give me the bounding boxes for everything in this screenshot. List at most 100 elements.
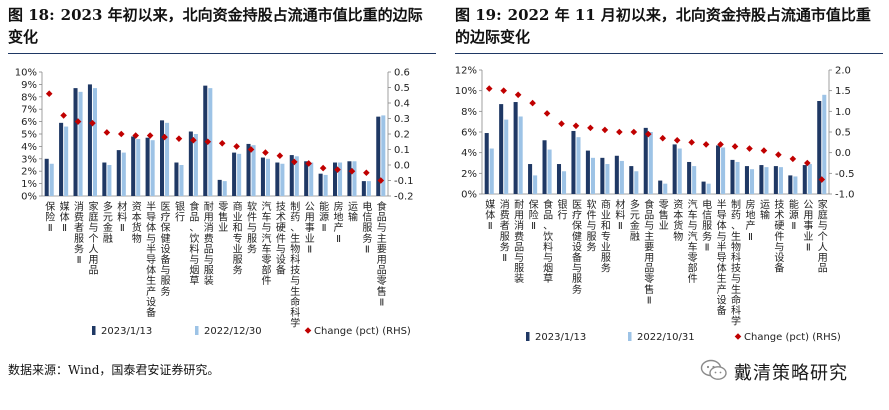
bar-series-old — [677, 148, 682, 194]
category-label: 商业和专业服务 — [601, 198, 611, 275]
bar-series-old — [338, 162, 343, 196]
change-marker — [543, 110, 551, 117]
y-tick-label: 8% — [21, 92, 37, 103]
left-chart-title: 图 18: 2023 年初以来，北向资金持股占流通市值比重的边际变化 — [8, 4, 436, 48]
category-label: 媒体 Ⅱ — [485, 199, 495, 232]
bar-series-old — [237, 153, 242, 196]
bar-series-old — [692, 166, 697, 194]
bar-series-old — [193, 134, 198, 196]
bar-series-old — [605, 164, 610, 194]
change-marker — [233, 143, 240, 150]
category-label: 食品、饮料与烟草 — [189, 200, 199, 287]
change-marker — [276, 152, 284, 159]
legend-swatch — [304, 327, 312, 334]
bar-series-old — [706, 183, 711, 194]
bar-series-old — [107, 165, 112, 196]
bar-series-new — [614, 155, 619, 194]
change-marker — [45, 90, 53, 97]
bar-series-new — [672, 144, 677, 194]
legend-label: 2023/1/13 — [101, 326, 152, 337]
category-label: 制药、生物科技与生命科学 — [731, 198, 741, 328]
bar-series-new — [145, 137, 150, 196]
y-right-tick-label: 0.4 — [394, 99, 410, 110]
bar-series-new — [376, 116, 381, 196]
bar-series-new — [542, 140, 547, 194]
right-title-rule — [455, 53, 883, 54]
category-label: 耐用消费品与服装 — [204, 200, 214, 287]
change-marker — [377, 177, 385, 184]
left-figure-number: 图 18: — [8, 6, 55, 24]
y-right-tick-label: 0.5 — [394, 83, 410, 94]
y-tick-label: 2% — [21, 167, 37, 178]
bar-series-new — [744, 166, 749, 194]
bar-series-old — [533, 175, 538, 194]
change-marker — [500, 87, 507, 94]
bar-series-new — [658, 180, 663, 194]
category-label: 零售业 — [218, 201, 228, 234]
bar-series-new — [131, 136, 136, 196]
bar-series-old — [92, 88, 97, 196]
bar-series-old — [64, 126, 69, 196]
change-marker — [319, 164, 327, 172]
y-right-tick-label: 2.0 — [835, 66, 851, 77]
right-chart-title: 图 19: 2022 年 11 月初以来，北向资金持股占流通市值比重的边际变化 — [455, 4, 883, 48]
category-label: 媒体 Ⅱ — [60, 201, 70, 234]
category-label: 银行 — [558, 198, 568, 222]
bar-series-new — [333, 162, 338, 196]
change-marker — [117, 130, 125, 138]
change-marker — [558, 120, 565, 128]
category-label: 电信服务 Ⅱ — [702, 198, 712, 253]
left-title-text: 2023 年初以来，北向资金持股占流通市值比重的边际变化 — [8, 6, 423, 46]
bar-series-old — [648, 132, 653, 194]
legend-label: Change (pct) (RHS) — [314, 326, 411, 337]
y-right-tick-label: -0.1 — [394, 176, 414, 187]
bar-series-old — [576, 137, 581, 194]
y-tick-label: 1% — [21, 179, 37, 190]
bar-series-new — [188, 131, 193, 196]
change-marker — [290, 158, 298, 166]
change-marker — [760, 147, 768, 154]
bar-series-new — [289, 155, 294, 196]
bar-series-old — [778, 167, 783, 194]
y-right-tick-label: 0.5 — [835, 128, 851, 139]
y-tick-label: 6% — [461, 128, 477, 139]
category-label: 半导体与半导体生产设备 — [717, 198, 727, 317]
legend-label: 2022/10/31 — [637, 332, 695, 343]
y-tick-label: 0% — [461, 190, 477, 201]
category-label: 材料 Ⅱ — [615, 198, 625, 232]
bar-series-new — [203, 85, 208, 196]
watermark-text: 戴清策略研究 — [734, 363, 848, 384]
bar-series-new — [318, 173, 323, 196]
bar-series-old — [547, 149, 552, 194]
bar-series-new — [643, 127, 648, 194]
bar-series-new — [730, 159, 735, 194]
y-right-tick-label: -0.5 — [835, 169, 855, 180]
legend-label: Change (pct) (RHS) — [744, 332, 841, 343]
bar-series-old — [663, 183, 668, 194]
bar-series-old — [504, 119, 509, 194]
category-label: 运输 — [760, 199, 770, 222]
bar-series-new — [87, 84, 92, 196]
bar-series-new — [585, 150, 590, 194]
change-marker — [775, 151, 782, 159]
category-label: 多元金融 — [630, 198, 640, 243]
bar-series-new — [600, 157, 605, 194]
bar-series-old — [49, 163, 54, 196]
change-marker — [601, 126, 609, 134]
change-marker — [702, 141, 710, 148]
change-marker — [673, 136, 681, 144]
category-label: 商业和专业服务 — [233, 200, 243, 277]
category-label: 软件与服务 — [247, 200, 257, 255]
y-tick-label: 6% — [21, 117, 37, 128]
change-marker — [630, 128, 638, 136]
bar-series-old — [179, 165, 184, 196]
bar-series-old — [251, 145, 256, 196]
change-marker — [688, 139, 695, 146]
category-label: 零售业 — [659, 199, 669, 232]
change-marker — [363, 169, 370, 177]
change-marker — [60, 112, 67, 119]
bar-series-new — [44, 158, 49, 196]
bar-series-new — [116, 150, 121, 196]
bar-series-new — [629, 166, 634, 194]
wechat-icon — [700, 359, 727, 380]
